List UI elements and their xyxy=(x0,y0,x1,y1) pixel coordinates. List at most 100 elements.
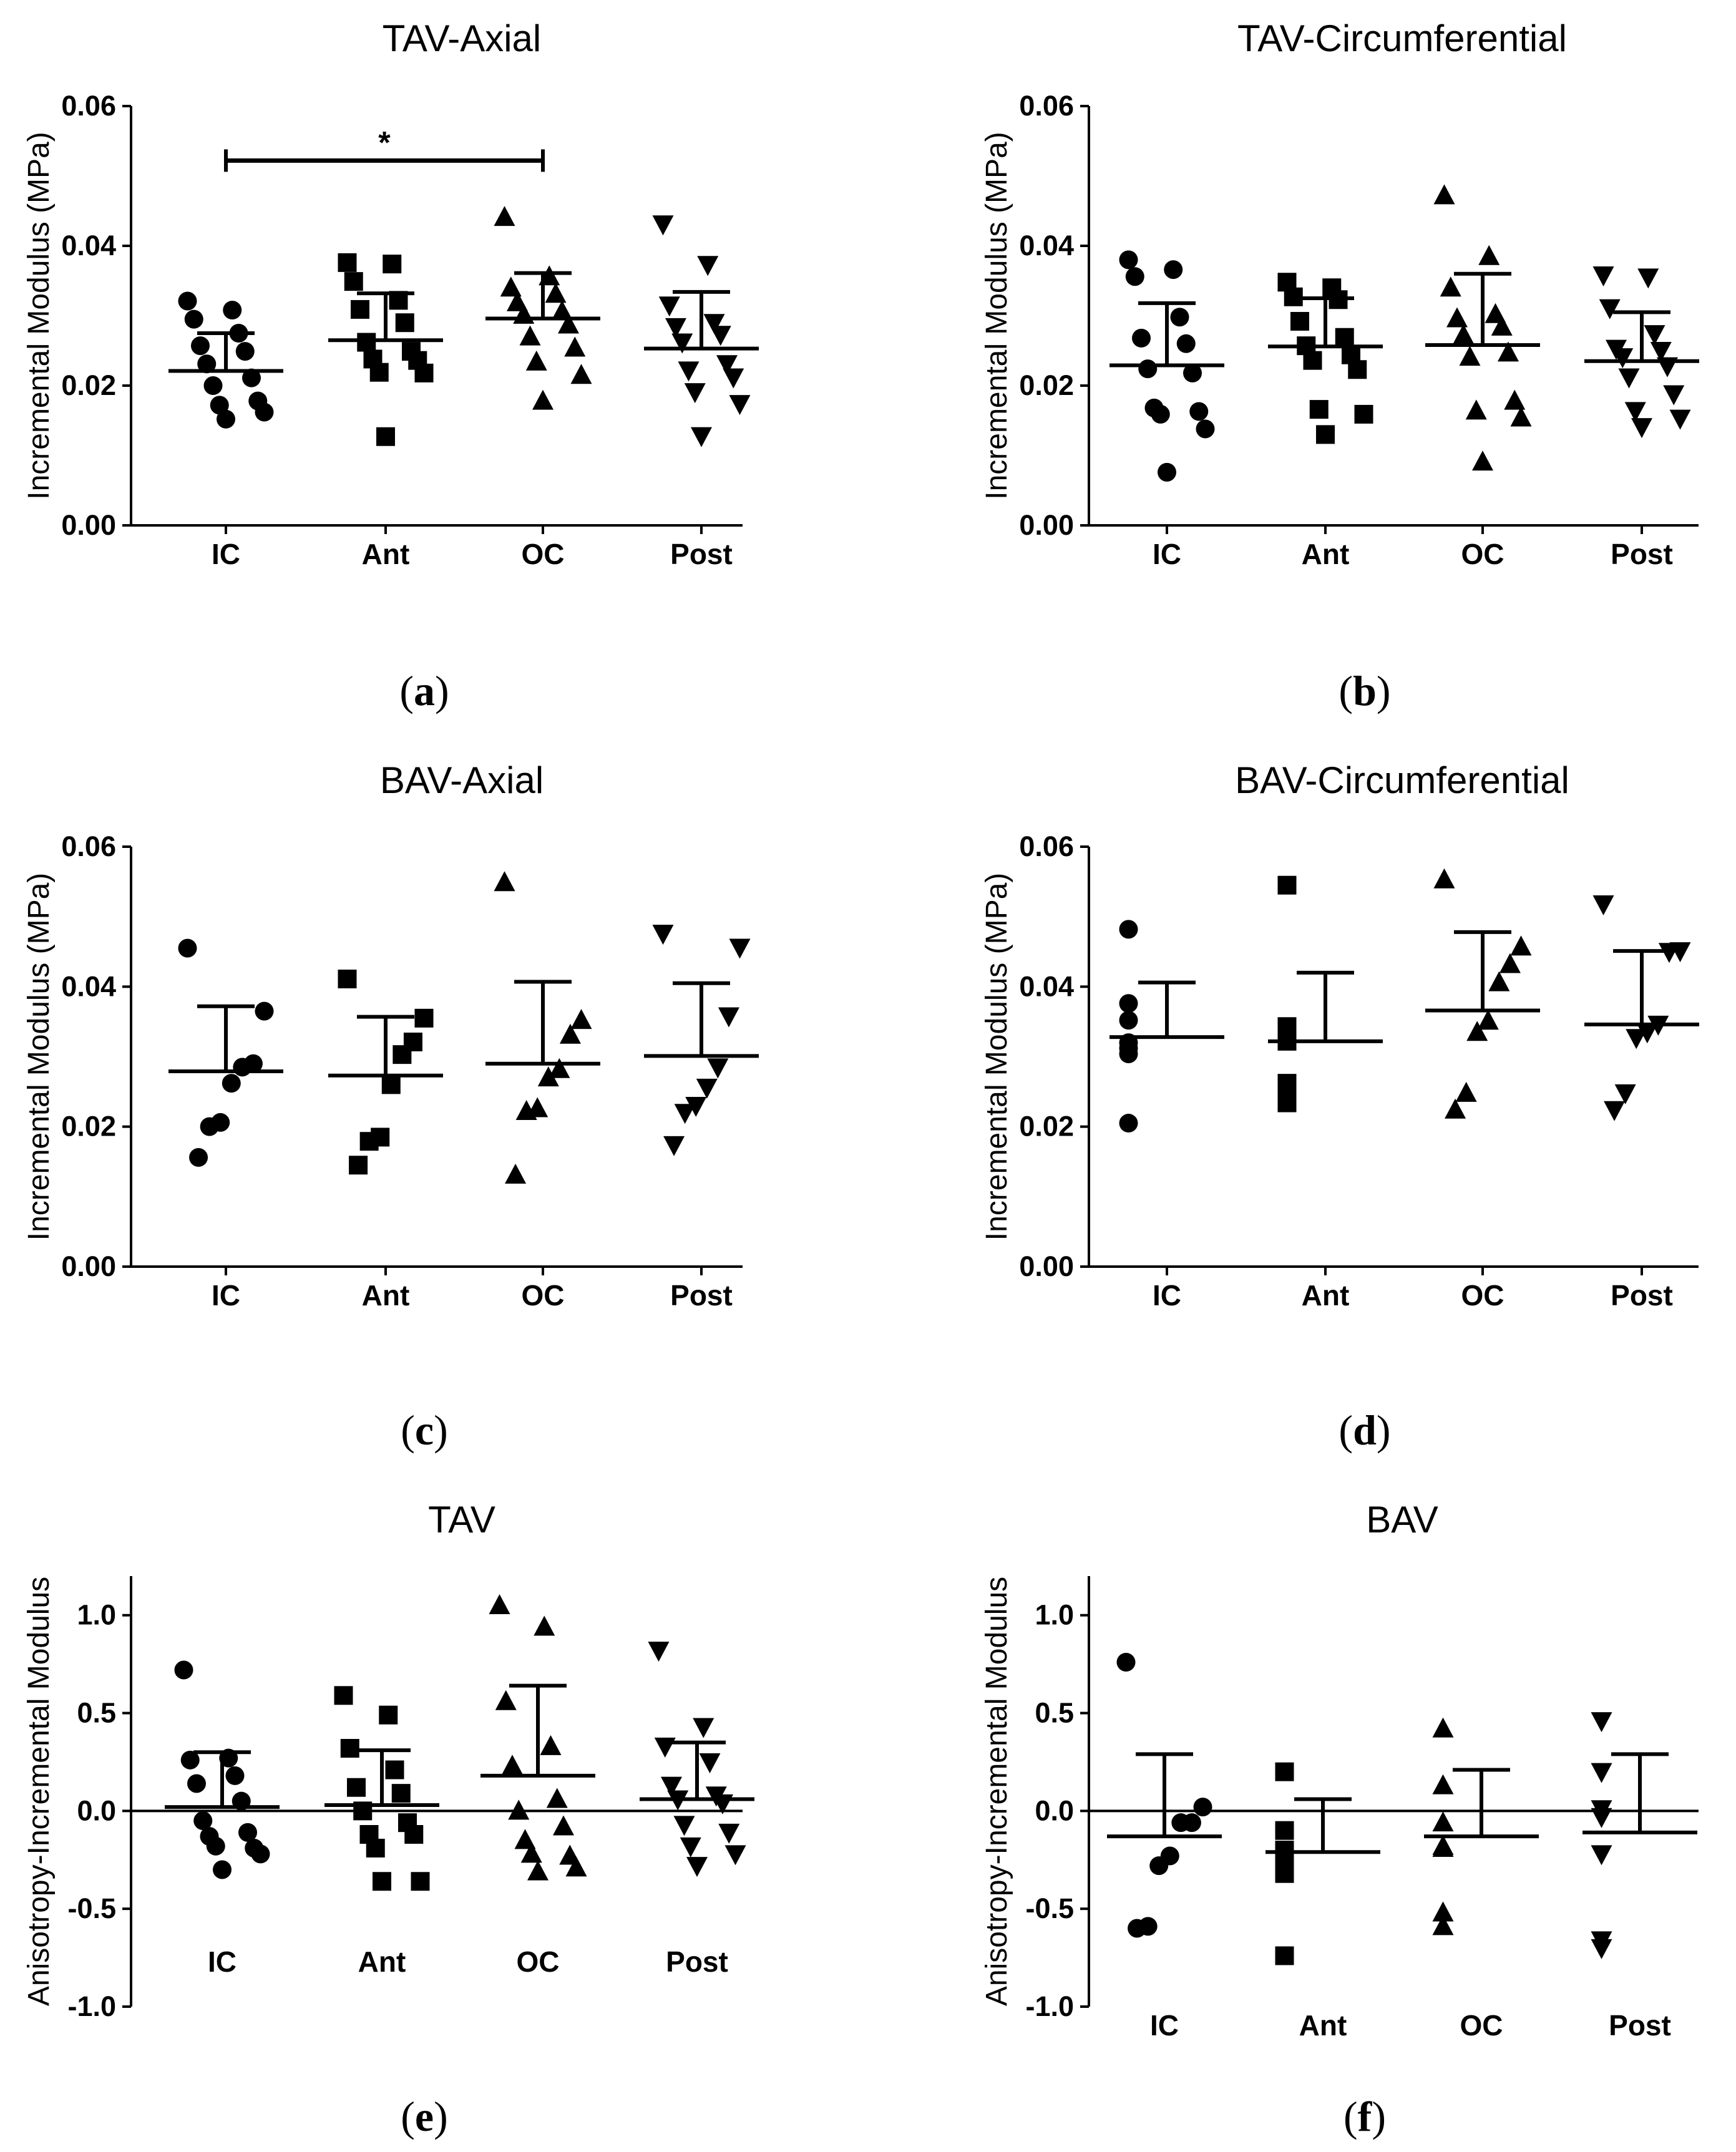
data-point xyxy=(1138,359,1158,379)
subfigure-paren: ( xyxy=(1343,2093,1358,2140)
subfigure-letter: b xyxy=(1353,667,1377,714)
data-point xyxy=(1465,399,1487,420)
data-point xyxy=(1275,1821,1294,1840)
chart-panel-e: TAV Anisotropy-Incremental Modulus -1.0 -0.… xyxy=(22,1499,754,2140)
data-point xyxy=(1433,868,1455,889)
data-point xyxy=(338,253,357,272)
data-point xyxy=(1119,1044,1138,1064)
data-point xyxy=(686,1857,708,1877)
data-point xyxy=(1626,1029,1647,1049)
data-point xyxy=(414,1008,434,1028)
data-point xyxy=(1618,368,1640,389)
subfigure-paren: ( xyxy=(1339,667,1353,714)
data-point xyxy=(1193,1798,1212,1817)
data-point xyxy=(729,395,751,416)
data-point xyxy=(1498,341,1519,362)
data-point xyxy=(1637,268,1659,289)
data-point xyxy=(404,1825,424,1844)
data-point xyxy=(685,1097,707,1117)
data-point xyxy=(710,326,731,346)
data-point xyxy=(1354,404,1373,424)
x-category-label: OC xyxy=(517,1945,560,1978)
data-point xyxy=(213,1860,232,1879)
y-tick-label: -1.0 xyxy=(1025,1990,1074,2022)
data-point xyxy=(545,283,567,303)
chart-panel-a: TAV-Axial Incremental Modulus (MPa)0.00 0.… xyxy=(22,17,759,714)
data-point xyxy=(255,402,274,422)
data-point xyxy=(178,938,197,958)
y-axis-label: Incremental Modulus (MPa) xyxy=(980,132,1013,500)
data-point xyxy=(1277,875,1297,895)
x-category-label: Ant xyxy=(1299,2009,1347,2042)
data-point xyxy=(729,938,751,959)
data-point xyxy=(648,1642,670,1662)
data-point xyxy=(1510,406,1532,427)
data-point xyxy=(349,1156,368,1175)
subfigure-paren: ) xyxy=(1377,667,1391,714)
data-point xyxy=(1433,184,1455,205)
data-point xyxy=(559,1023,581,1044)
y-tick-label: 0.02 xyxy=(1019,1111,1074,1142)
data-point xyxy=(508,1799,530,1820)
data-point xyxy=(1183,363,1202,382)
data-point xyxy=(255,1001,274,1021)
data-point xyxy=(383,255,402,274)
data-point xyxy=(238,1823,257,1842)
data-point xyxy=(1440,276,1461,297)
data-point xyxy=(1116,1653,1136,1672)
subfigure-label: (d) xyxy=(1339,1406,1390,1454)
y-tick-label: 0.02 xyxy=(1019,369,1074,401)
x-category-label: Ant xyxy=(362,1279,410,1312)
data-point xyxy=(1599,299,1621,319)
data-point xyxy=(494,206,515,226)
subfigure-letter: a xyxy=(414,667,435,714)
data-point xyxy=(1303,351,1322,370)
data-point xyxy=(1432,1836,1454,1857)
y-tick-label: 0.00 xyxy=(1019,509,1074,541)
data-point xyxy=(359,1132,379,1151)
data-point xyxy=(391,1784,411,1803)
chart-title: BAV-Axial xyxy=(380,759,544,801)
chart-title: TAV-Axial xyxy=(383,17,542,59)
data-point xyxy=(697,256,719,276)
chart-title: BAV-Circumferential xyxy=(1235,759,1569,801)
data-point xyxy=(178,291,197,311)
data-point xyxy=(1499,953,1521,973)
chart-panel-d: BAV-Circumferential Incremental Modulus (… xyxy=(980,759,1699,1454)
data-point xyxy=(1125,267,1144,286)
subfigure-paren: ) xyxy=(1377,1406,1391,1454)
data-point xyxy=(673,1816,695,1836)
data-point xyxy=(1488,971,1510,991)
subfigure-letter: d xyxy=(1353,1406,1377,1454)
data-point xyxy=(180,1750,200,1770)
chart-title: BAV xyxy=(1366,1499,1438,1541)
data-point xyxy=(411,1872,430,1891)
data-point xyxy=(381,1075,401,1094)
data-point xyxy=(570,364,592,384)
data-point xyxy=(340,1739,359,1758)
data-point xyxy=(1119,1114,1138,1133)
data-point xyxy=(553,1815,574,1836)
data-point xyxy=(217,409,235,429)
y-tick-label: -1.0 xyxy=(67,1990,116,2022)
data-point xyxy=(1277,1093,1297,1113)
y-tick-label: -0.5 xyxy=(67,1892,116,1924)
data-point xyxy=(1119,250,1138,270)
subfigure-letter: e xyxy=(415,2093,434,2140)
data-point xyxy=(489,1594,510,1615)
subfigure-paren: ( xyxy=(1339,1406,1353,1454)
data-point xyxy=(1348,360,1367,379)
data-point xyxy=(680,1837,701,1857)
x-category-label: IC xyxy=(1150,2009,1179,2042)
data-point xyxy=(696,1078,718,1099)
data-point xyxy=(495,1690,517,1710)
y-tick-label: 0.00 xyxy=(61,509,116,541)
y-tick-label: 0.5 xyxy=(1035,1697,1074,1729)
x-category-label: Post xyxy=(1611,1279,1673,1312)
subfigure-label: (f) xyxy=(1343,2093,1386,2140)
data-point xyxy=(1591,1808,1612,1828)
data-point xyxy=(570,1009,592,1030)
data-point xyxy=(520,1843,542,1863)
chart-title: TAV-Circumferential xyxy=(1237,17,1567,59)
data-point xyxy=(1119,1011,1138,1030)
